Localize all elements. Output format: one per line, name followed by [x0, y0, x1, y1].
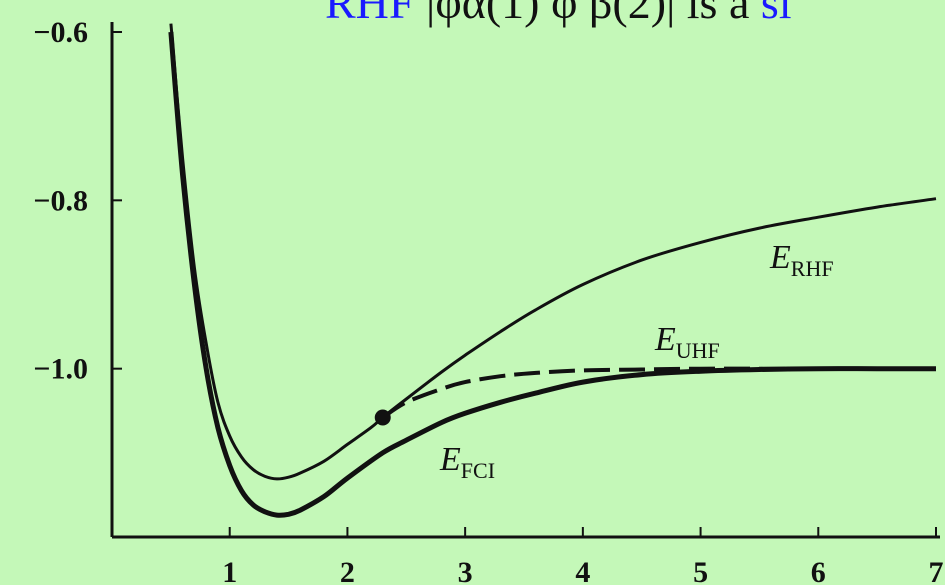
banner-text: RHF |φα(1) φ β(2)| is a si	[325, 0, 792, 28]
curve-label-main: E	[654, 321, 676, 358]
x-tick-label-1: 1	[222, 556, 237, 585]
banner-segment-1: |φα(1) φ β(2)| is a	[426, 0, 761, 28]
curve-label-subscript: FCI	[461, 458, 495, 483]
curve-label-subscript: RHF	[791, 256, 834, 281]
x-tick-label-3: 3	[458, 556, 473, 585]
y-tick-label: −0.8	[33, 184, 88, 217]
banner-segment-2: si	[761, 0, 792, 28]
x-tick-label-4: 4	[575, 556, 590, 585]
x-tick-label-2: 2	[340, 556, 355, 585]
curve-label-subscript: UHF	[676, 338, 720, 363]
x-tick-label-5: 5	[693, 556, 708, 585]
y-tick-label: −0.6	[33, 16, 88, 49]
banner-segment-0: RHF	[325, 0, 426, 28]
y-tick-label: −1.0	[33, 353, 88, 386]
series-line-e-fci	[168, 31, 936, 518]
curve-label-e-uhf: EUHF	[654, 321, 720, 363]
x-tick-label-6: 6	[811, 556, 826, 585]
curve-label-main: E	[769, 239, 791, 276]
curve-label-e-rhf: ERHF	[769, 239, 834, 281]
branch-point-marker	[374, 409, 391, 426]
series-layer	[168, 23, 937, 518]
curve-label-e-fci: EFCI	[439, 441, 495, 483]
series-line-e-rhf	[169, 23, 937, 481]
series-line-e-uhf	[381, 366, 936, 420]
axis-ticks: 1 2 3 4 5 6 7 −0.6 −0.8 −1.0	[33, 16, 943, 585]
curve-label-main: E	[439, 441, 461, 478]
x-tick-label-7: 7	[929, 556, 944, 585]
